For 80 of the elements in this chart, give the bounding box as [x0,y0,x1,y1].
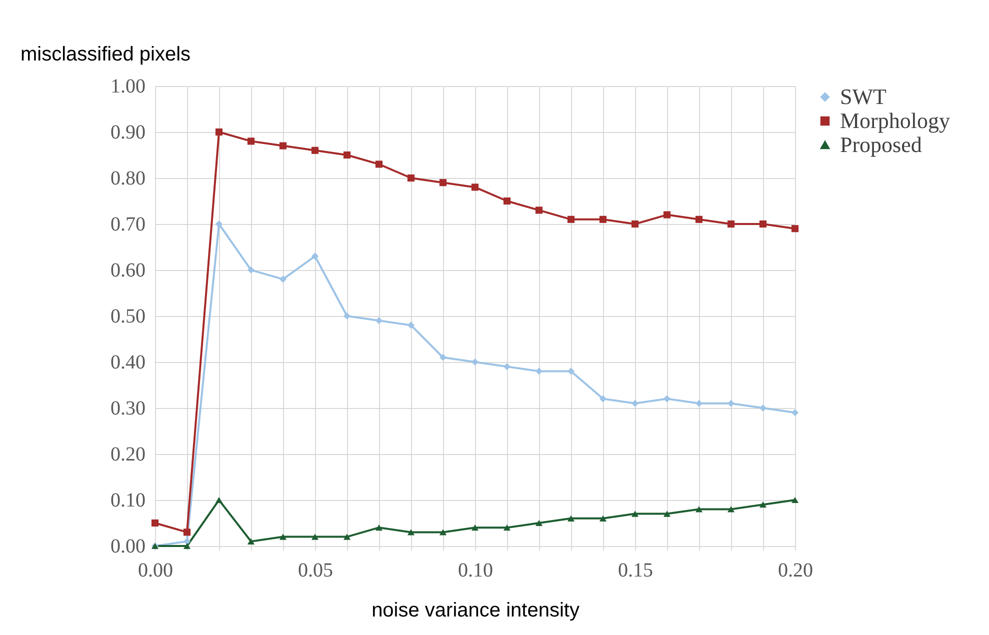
point [503,524,511,531]
point [151,519,159,527]
point [695,506,703,512]
point [663,510,671,517]
point [631,510,639,517]
x-tick-label: 0.10 [458,560,493,582]
point [471,184,479,191]
point [471,358,479,366]
point [535,206,543,214]
point [471,524,479,531]
point [343,151,351,159]
point [407,322,415,329]
point [599,395,607,402]
y-axis-title: misclassified pixels [20,44,191,66]
point [343,312,351,320]
point [503,363,511,370]
point [215,496,223,504]
point [663,395,671,402]
point [311,252,319,260]
y-tick-label: 1.00 [110,76,146,98]
point [791,409,799,416]
point [631,400,639,407]
point [279,534,287,540]
point [247,538,255,544]
point [503,197,511,205]
point [631,220,639,228]
point [183,528,191,536]
y-tick-label: 0.60 [110,260,146,282]
point [695,216,703,223]
point [567,515,575,522]
point [215,128,223,136]
point [759,502,767,508]
y-tick-label: 0.90 [110,122,146,144]
point [183,538,191,545]
point [791,225,799,232]
point [375,524,383,531]
point [439,354,447,361]
point [567,368,575,375]
point [695,400,703,407]
y-tick-label: 0.10 [110,490,146,512]
x-tick-label: 0.15 [618,560,653,582]
point [247,138,255,145]
y-tick-label: 0.50 [110,306,146,328]
point [439,179,447,186]
point [727,400,735,407]
point [535,520,543,526]
point [535,368,543,375]
point [407,174,415,182]
point [279,142,287,150]
point [375,160,383,168]
y-tick-label: 0.80 [110,168,146,190]
point [727,220,735,228]
point [247,266,255,274]
y-tick-label: 0.20 [110,444,146,466]
point [343,534,351,540]
point [663,211,671,218]
point [759,220,767,228]
legend-label: Proposed [840,132,922,157]
y-tick-label: 0.30 [110,398,146,420]
legend-label: SWT [840,84,887,109]
point [375,317,383,324]
point [279,276,287,283]
legend-label: Morphology [840,108,950,133]
point [599,515,607,522]
x-tick-label: 0.00 [138,560,173,582]
point [727,506,735,512]
x-tick-label: 0.20 [778,560,813,582]
point [311,146,319,154]
point [311,534,319,540]
x-axis-title: noise variance intensity [372,600,580,622]
point [439,529,447,536]
y-tick-label: 0.00 [110,536,146,558]
point [599,216,607,223]
point [759,404,767,412]
x-tick-label: 0.05 [298,560,333,582]
y-tick-label: 0.40 [110,352,146,374]
point [791,496,799,504]
y-tick-label: 0.70 [110,214,146,236]
point [407,529,415,536]
point [567,216,575,223]
